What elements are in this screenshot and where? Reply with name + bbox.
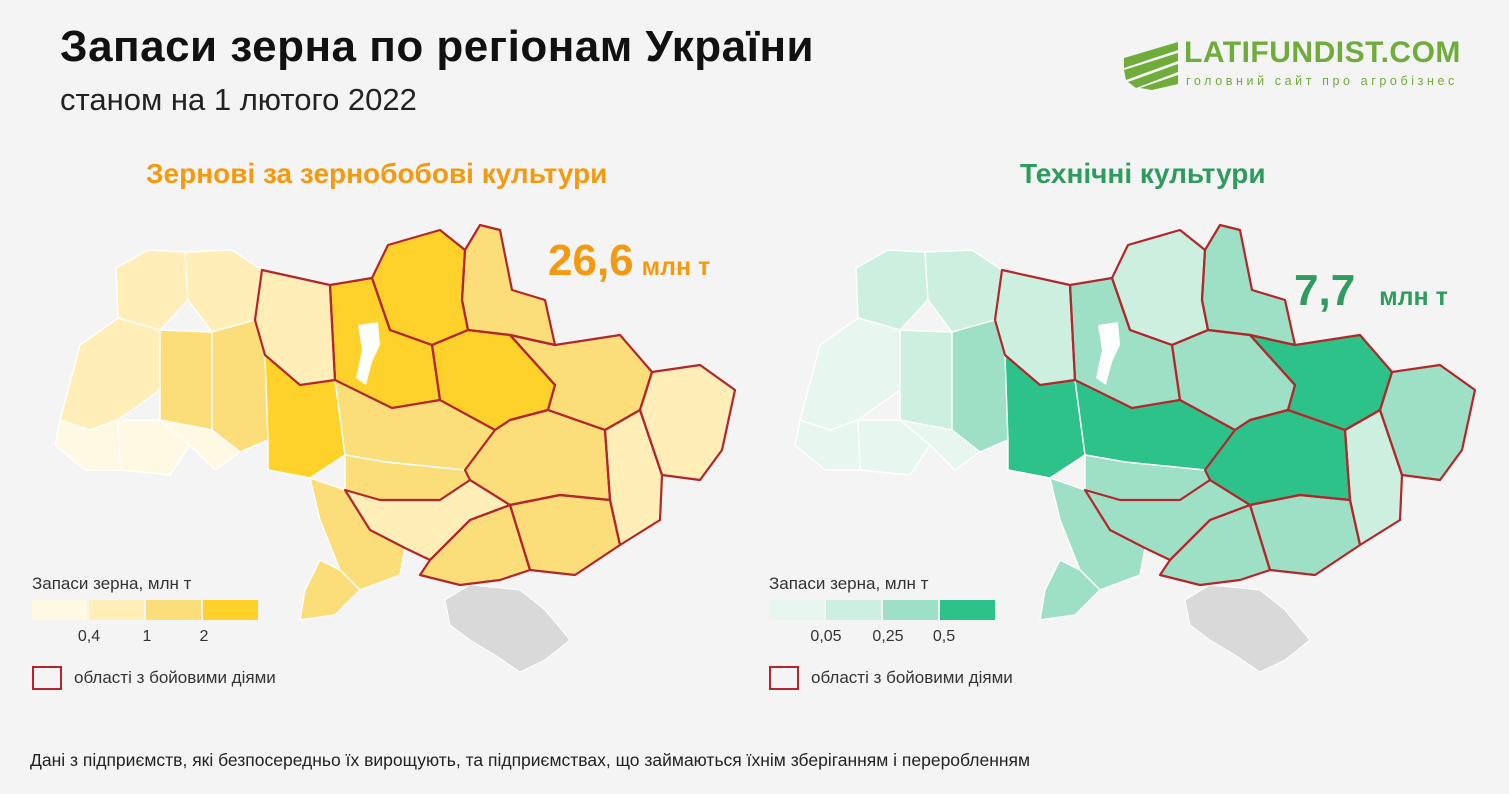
industrial-legend-tick: 0,05: [810, 628, 842, 645]
industrial-legend-swatch: [769, 600, 824, 620]
industrial-combat-border-sumy: [1200, 223, 1297, 347]
grain-total-unit: млн т: [641, 253, 711, 281]
grain-legend-swatch: [32, 600, 87, 620]
grain-region-ternopil: [159, 329, 213, 431]
grain-combat-legend: області з бойовими діями: [32, 666, 276, 690]
industrial-region-rivne: [924, 249, 1003, 333]
industrial-total-value: 7,7: [1294, 266, 1356, 315]
industrial-region-crimea: [1184, 584, 1311, 673]
combat-border-swatch: [769, 666, 799, 690]
grain-map-title: Зернові за зернобобові культури: [146, 158, 608, 189]
industrial-reservoir: [1096, 322, 1120, 385]
grain-combat-label: області з бойовими діями: [74, 668, 276, 687]
page-subtitle: станом на 1 лютого 2022: [60, 82, 417, 117]
grain-legend-tick: 2: [199, 628, 209, 645]
industrial-total-unit: млн т: [1379, 283, 1448, 311]
grain-region-rivne: [184, 249, 263, 333]
grain-legend-swatch: [203, 600, 258, 620]
industrial-legend-swatch: [826, 600, 881, 620]
industrial-legend-title: Запаси зерна, млн т: [769, 574, 929, 593]
industrial-region-chernivtsi: [899, 419, 982, 471]
industrial-region-sumy: [1201, 224, 1296, 346]
industrial-choropleth-map: [794, 223, 1477, 673]
grain-legend-swatch: [89, 600, 144, 620]
logo[interactable]: LATIFUNDIST.COM головний сайт про агробі…: [1122, 36, 1482, 92]
grain-combat-border-sumy: [460, 223, 557, 347]
grain-region-lviv: [59, 317, 161, 431]
grain-region-chernivtsi: [159, 419, 242, 471]
logo-tagline: головний сайт про агробізнес: [1186, 74, 1458, 88]
grain-reservoir: [356, 322, 380, 385]
industrial-legend-swatch: [883, 600, 938, 620]
grain-legend-title: Запаси зерна, млн т: [32, 574, 192, 593]
grain-choropleth-map: [54, 223, 737, 673]
industrial-legend-tick: 0,25: [872, 628, 904, 645]
industrial-map-title: Технічні культури: [1020, 158, 1266, 189]
grain-region-bessarabia: [299, 559, 361, 621]
industrial-legend-swatch: [940, 600, 995, 620]
industrial-total: 7,7 млн т: [1294, 266, 1448, 316]
grain-region-crimea: [444, 584, 571, 673]
grain-legend-swatch: [146, 600, 201, 620]
logo-field-icon: [1124, 42, 1178, 90]
grain-legend-tick: 1: [142, 628, 152, 645]
page-title: Запаси зерна по регіонам України: [60, 22, 815, 71]
industrial-region-bessarabia: [1039, 559, 1101, 621]
industrial-region-volyn: [855, 249, 929, 331]
combat-border-swatch: [32, 666, 62, 690]
industrial-region-zakarpattia: [794, 419, 861, 471]
industrial-legend-tick: 0,5: [932, 628, 956, 645]
grain-region-sumy: [461, 224, 556, 346]
grain-total: 26,6 млн т: [548, 236, 710, 286]
grain-region-zakarpattia: [54, 419, 121, 471]
grain-total-value: 26,6: [548, 236, 634, 285]
grain-combat-border-kherson: [418, 503, 532, 587]
industrial-combat-label: області з бойовими діями: [811, 668, 1013, 687]
logo-name: LATIFUNDIST.COM: [1184, 36, 1461, 69]
industrial-region-ternopil: [899, 329, 953, 431]
grain-legend-swatches: [32, 600, 258, 620]
industrial-combat-border-kherson: [1158, 503, 1272, 587]
footnote: Дані з підприємств, які безпосередньо їх…: [30, 750, 1031, 770]
grain-region-volyn: [115, 249, 189, 331]
grain-legend-tick: 0,4: [77, 628, 101, 645]
industrial-combat-legend: області з бойовими діями: [769, 666, 1013, 690]
industrial-region-lviv: [799, 317, 901, 431]
industrial-legend-swatches: [769, 600, 995, 620]
